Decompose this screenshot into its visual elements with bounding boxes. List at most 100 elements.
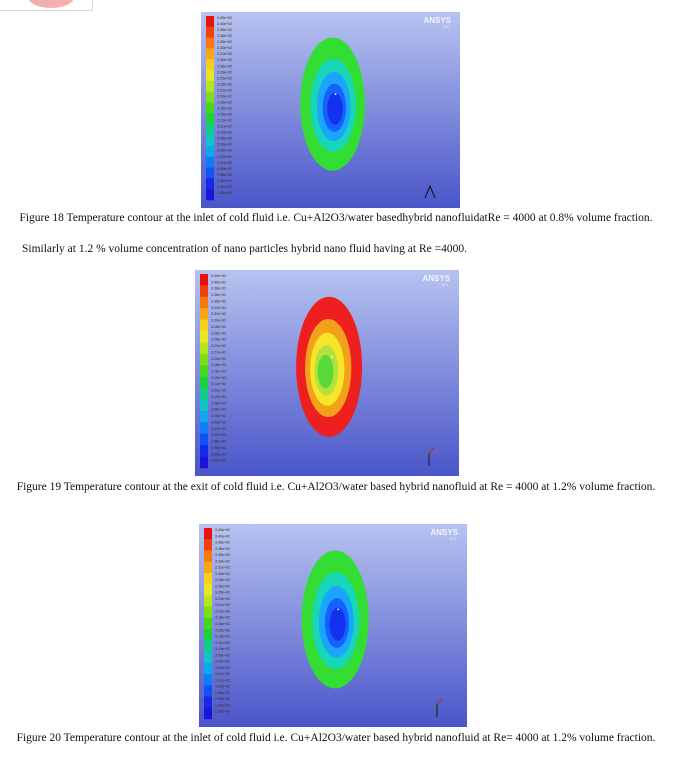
- contour-svg: 3.40e+02 3.40e+02 3.38e+02 3.36e+02 3.35e+02…: [199, 524, 467, 727]
- legend-tick-label: 2.98e+02: [215, 691, 230, 695]
- legend-tick-label: 3.36e+02: [215, 547, 230, 551]
- axis-triad-y: [433, 702, 438, 708]
- legend-color-segment: [204, 595, 212, 607]
- legend-color-segment: [204, 696, 212, 709]
- legend-tick-label: 3.03e+02: [211, 420, 226, 424]
- legend-tick-label: 3.10e+02: [217, 131, 232, 135]
- legend-tick-label: 3.08e+02: [211, 401, 226, 405]
- legend-color-segment: [200, 308, 208, 320]
- legend-tick-label: 3.35e+02: [215, 553, 230, 557]
- legend-tick-label: 2.98e+02: [217, 173, 232, 177]
- legend-color-segment: [204, 662, 212, 675]
- ansys-version: 16.0: [442, 25, 449, 29]
- legend-color-segment: [206, 167, 214, 179]
- legend-tick-label: 3.11e+02: [217, 125, 232, 129]
- legend-tick-label: 3.40e+02: [215, 528, 230, 532]
- legend-color-segment: [200, 456, 208, 469]
- legend-color-segment: [206, 156, 214, 168]
- legend-tick-label: 3.15e+02: [217, 113, 232, 117]
- legend-color-segment: [200, 319, 208, 332]
- legend-tick-label: 3.18e+02: [211, 363, 226, 367]
- legend-tick-label: 3.03e+02: [215, 672, 230, 676]
- legend-tick-label: 3.38e+02: [211, 287, 226, 291]
- legend-color-segment: [206, 80, 214, 93]
- legend-color-segment: [204, 550, 212, 563]
- legend-tick-label: 3.16e+02: [217, 107, 232, 111]
- legend-color-segment: [200, 388, 208, 400]
- legend-tick-label: 3.40e+02: [217, 22, 232, 26]
- legend-tick-label: 3.00e+02: [217, 167, 232, 171]
- legend-color-segment: [204, 707, 212, 720]
- legend-color-segment: [200, 445, 208, 457]
- legend-tick-label: 3.30e+02: [215, 572, 230, 576]
- legend-color-segment: [204, 640, 212, 652]
- legend-tick-label: 3.23e+02: [215, 597, 230, 601]
- legend-tick-label: 3.25e+02: [211, 338, 226, 342]
- figure-19-caption: Figure 19 Temperature contour at the exi…: [16, 481, 656, 493]
- legend-tick-label: 2.93e+02: [211, 459, 226, 463]
- legend-color-segment: [204, 584, 212, 596]
- legend-tick-label: 3.18e+02: [215, 616, 230, 620]
- legend-color-segment: [200, 342, 208, 355]
- legend-tick-label: 3.25e+02: [217, 76, 232, 80]
- legend-tick-label: 3.38e+02: [217, 28, 232, 32]
- contour-marker: [337, 608, 340, 611]
- legend-tick-label: 2.96e+02: [215, 697, 230, 701]
- legend-tick-label: 3.10e+02: [211, 395, 226, 399]
- legend-tick-label: 2.96e+02: [217, 179, 232, 183]
- legend-tick-label: 2.98e+02: [211, 440, 226, 444]
- legend-color-segment: [200, 410, 208, 423]
- legend-tick-label: 3.30e+02: [217, 58, 232, 62]
- legend-color-segment: [206, 59, 214, 71]
- legend-tick-label: 2.95e+02: [211, 452, 226, 456]
- ansys-version: 16.0: [449, 537, 456, 541]
- legend-tick-label: 3.08e+02: [215, 653, 230, 657]
- legend-tick-label: 3.21e+02: [211, 350, 226, 354]
- axis-triad-x: [428, 447, 435, 453]
- figure-18-caption: Figure 18 Temperature contour at the inl…: [19, 212, 653, 224]
- legend-tick-label: 3.23e+02: [211, 344, 226, 348]
- figure-20-contour-plot: 3.40e+02 3.40e+02 3.38e+02 3.36e+02 3.35e+02…: [199, 524, 467, 727]
- logo-fragment: [28, 0, 74, 8]
- legend-color-segment: [206, 70, 214, 82]
- legend-color-segment: [206, 135, 214, 147]
- legend-color-segment: [204, 685, 212, 697]
- legend-tick-label: 3.15e+02: [215, 628, 230, 632]
- figure-20-caption: Figure 20 Temperature contour at the inl…: [16, 732, 656, 744]
- legend-tick-label: 3.06e+02: [217, 143, 232, 147]
- legend-color-segment: [204, 674, 212, 686]
- legend-tick-label: 3.01e+02: [211, 427, 226, 431]
- legend-color-segment: [200, 365, 208, 378]
- legend-color-segment: [204, 651, 212, 664]
- legend-tick-label: 3.31e+02: [211, 312, 226, 316]
- legend-tick-label: 3.16e+02: [215, 622, 230, 626]
- legend-color-segment: [204, 528, 212, 540]
- legend-tick-label: 3.11e+02: [211, 389, 226, 393]
- legend-color-segment: [200, 422, 208, 435]
- legend-color-segment: [200, 285, 208, 298]
- legend-tick-label: 3.05e+02: [215, 666, 230, 670]
- legend-tick-label: 2.96e+02: [211, 446, 226, 450]
- legend-tick-label: 3.25e+02: [215, 591, 230, 595]
- legend-tick-label: 3.38e+02: [215, 541, 230, 545]
- contour-band: [317, 354, 334, 389]
- legend-color-segment: [200, 399, 208, 412]
- contour-svg: 3.40e+02 3.40e+02 3.38e+02 3.36e+02 3.35e+02…: [201, 12, 460, 208]
- legend-color-segment: [206, 124, 214, 136]
- legend-color-segment: [204, 629, 212, 641]
- legend-tick-label: 3.06e+02: [211, 408, 226, 412]
- legend-tick-label: 3.23e+02: [217, 82, 232, 86]
- legend-tick-label: 3.05e+02: [211, 414, 226, 418]
- legend-tick-label: 3.26e+02: [215, 584, 230, 588]
- legend-color-segment: [204, 617, 212, 630]
- legend-tick-label: 3.26e+02: [217, 70, 232, 74]
- legend-color-segment: [200, 331, 208, 343]
- legend-tick-label: 2.95e+02: [215, 703, 230, 707]
- contour-svg: 3.40e+02 3.40e+02 3.38e+02 3.36e+02 3.35e+02…: [195, 270, 459, 476]
- legend-tick-label: 3.35e+02: [211, 299, 226, 303]
- legend-color-segment: [200, 296, 208, 309]
- legend-tick-label: 3.28e+02: [215, 578, 230, 582]
- axis-triad-x: [436, 698, 443, 704]
- legend-tick-label: 2.93e+02: [215, 710, 230, 714]
- legend-tick-label: 3.40e+02: [217, 16, 232, 20]
